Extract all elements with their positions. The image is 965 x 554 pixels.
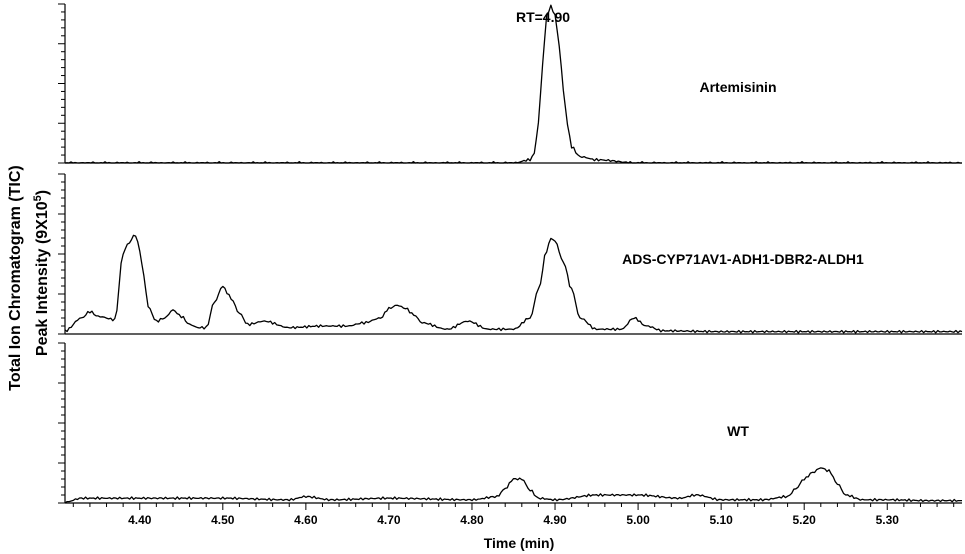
panel-label-3: WT — [727, 423, 749, 439]
x-tick-label: 4.90 — [543, 513, 567, 527]
x-tick-label: 5.30 — [876, 513, 900, 527]
x-tick-label: 4.60 — [294, 513, 318, 527]
x-axis-title: Time (min) — [484, 535, 555, 551]
x-tick-label: 5.00 — [626, 513, 650, 527]
x-tick-label: 4.50 — [211, 513, 235, 527]
panel-2: ADS-CYP71AV1-ADH1-DBR2-ALDH1 — [58, 173, 963, 335]
x-axis: 4.40 4.50 4.60 4.70 4.80 4.90 5.00 5.10 5.20 5.30 — [72, 503, 955, 527]
x-tick-label: 5.20 — [793, 513, 817, 527]
x-tick-label: 4.80 — [460, 513, 484, 527]
y-axis-title-line2: Peak Intensity (9X105) — [32, 190, 51, 356]
chart-panels: Artemisinin RT=4.90 ADS-CYP71AV1-ADH1-DBR2… — [58, 3, 963, 504]
rt-annotation: RT=4.90 — [516, 9, 570, 25]
series-line-3 — [64, 467, 962, 504]
x-tick-label: 4.70 — [377, 513, 401, 527]
x-tick-label: 4.40 — [128, 513, 152, 527]
panel-label-1: Artemisinin — [699, 79, 776, 95]
y-axis-title-line1: Total Ion Chromatogram (TIC) — [7, 165, 24, 390]
panel-label-2: ADS-CYP71AV1-ADH1-DBR2-ALDH1 — [622, 251, 864, 267]
series-line-2 — [64, 234, 963, 334]
x-tick-label: 5.10 — [709, 513, 733, 527]
series-line-1 — [64, 4, 962, 164]
panel-1: Artemisinin RT=4.90 — [58, 3, 962, 164]
panel-3: WT — [58, 342, 962, 504]
